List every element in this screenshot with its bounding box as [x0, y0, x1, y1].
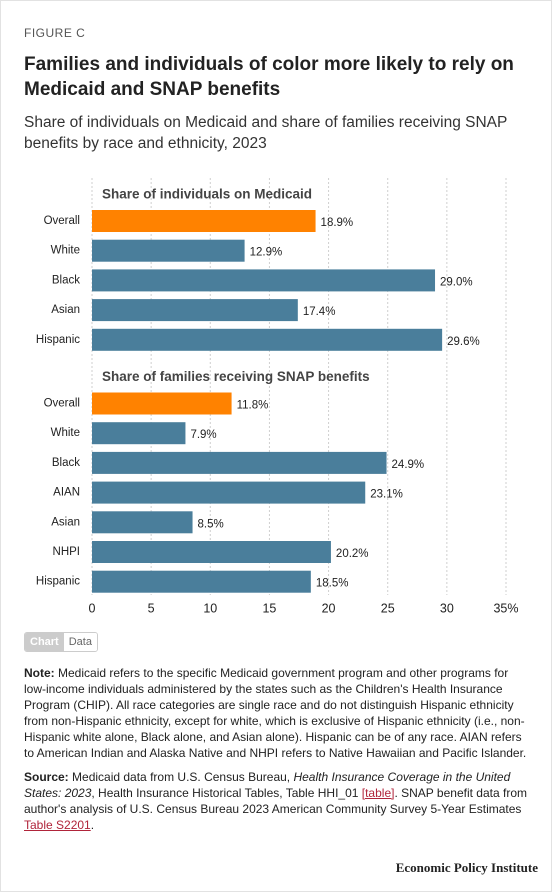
value-label: 17.4%	[303, 306, 336, 318]
value-label: 18.5%	[316, 578, 349, 590]
x-tick-label: 25	[381, 601, 395, 615]
bar	[92, 570, 311, 593]
view-tabs: Chart Data	[24, 632, 98, 652]
bar	[92, 328, 443, 351]
y-tick-label: NHPI	[53, 546, 80, 558]
value-label: 29.0%	[440, 276, 473, 288]
x-tick-label: 35%	[493, 601, 518, 615]
note: Note: Medicaid refers to the specific Me…	[24, 665, 528, 761]
group-title: Share of individuals on Medicaid	[102, 187, 312, 202]
value-label: 11.8%	[237, 400, 269, 412]
bar	[92, 541, 331, 563]
y-tick-label: Asian	[51, 516, 80, 528]
x-tick-label: 30	[440, 601, 454, 615]
data-tab[interactable]: Data	[63, 633, 97, 651]
source-link[interactable]: [table]	[361, 786, 395, 800]
source-text: Medicaid data from U.S. Census Bureau,	[68, 770, 294, 784]
y-tick-label: White	[51, 427, 80, 439]
y-tick-label: Black	[52, 274, 80, 286]
value-label: 18.9%	[321, 217, 354, 229]
value-label: 23.1%	[370, 489, 403, 501]
notes: Note: Medicaid refers to the specific Me…	[24, 665, 528, 841]
bar	[92, 422, 186, 445]
x-tick-label: 10	[203, 601, 217, 615]
chart-tab[interactable]: Chart	[25, 633, 64, 651]
note-label: Note:	[24, 666, 55, 680]
value-label: 12.9%	[250, 247, 283, 259]
bar	[92, 511, 193, 534]
figure-label: FIGURE C	[24, 26, 86, 40]
y-tick-label: Hispanic	[36, 334, 80, 346]
value-label: 24.9%	[392, 459, 425, 471]
chart: 0 5 10 15 20 25 30 35% Share of individuals on M…	[36, 178, 519, 615]
bar	[92, 239, 245, 262]
source-link[interactable]: Table S2201	[24, 818, 91, 832]
x-tick-label: 20	[322, 601, 336, 615]
group-title: Share of families receiving SNAP benefit…	[102, 369, 370, 384]
footer: Economic Policy Institute	[395, 860, 538, 875]
source-text: . SNAP benefit data from author's analys…	[24, 786, 527, 816]
x-tick-label: 5	[148, 601, 155, 615]
chart-title: Families and individuals of color more l…	[24, 54, 514, 100]
y-tick-label: Black	[52, 457, 80, 469]
x-tick-label: 0	[89, 601, 96, 615]
source-title: Health Insurance Coverage in the United …	[24, 770, 511, 800]
y-tick-label: Overall	[44, 215, 80, 227]
y-tick-label: Hispanic	[36, 576, 80, 588]
source: Source: Medicaid data from U.S. Census B…	[24, 769, 528, 833]
y-tick-label: Asian	[51, 304, 80, 316]
value-label: 7.9%	[190, 429, 216, 441]
source-label: Source:	[24, 770, 69, 784]
bar	[92, 269, 436, 292]
bar	[92, 210, 316, 232]
y-tick-label: AIAN	[53, 487, 80, 499]
bar	[92, 451, 387, 474]
value-label: 29.6%	[447, 336, 480, 348]
bar	[92, 299, 298, 322]
bar	[92, 392, 232, 415]
y-tick-label: White	[51, 245, 80, 257]
x-tick-label: 15	[262, 601, 276, 615]
source-text: , Health Insurance Historical Tables, Ta…	[91, 786, 362, 800]
value-label: 20.2%	[336, 548, 369, 560]
chart-subtitle: Share of individuals on Medicaid and sha…	[24, 114, 508, 152]
value-label: 8.5%	[198, 518, 224, 530]
bar	[92, 481, 366, 504]
y-tick-label: Overall	[44, 398, 80, 410]
note-text: Medicaid refers to the specific Medicaid…	[24, 666, 527, 760]
source-text: .	[90, 818, 95, 832]
